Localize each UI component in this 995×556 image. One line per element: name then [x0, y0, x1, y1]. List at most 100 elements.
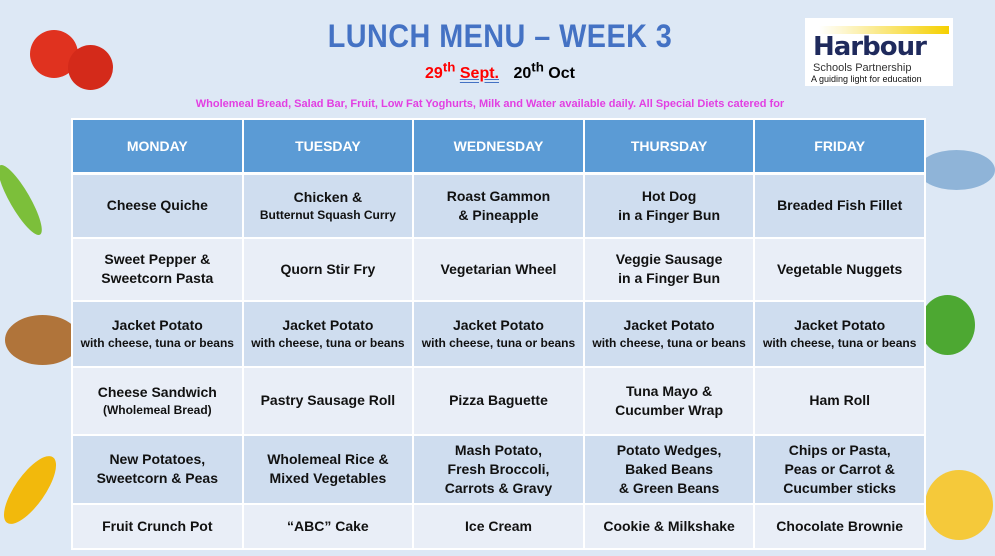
menu-item-line: in a Finger Bun: [618, 270, 721, 286]
end-day: 20: [513, 65, 532, 83]
menu-item-line: Veggie Sausage: [615, 251, 723, 267]
date-range: 29th Sept. 20th Oct: [380, 60, 620, 83]
day-header-thursday: THURSDAY: [582, 118, 756, 175]
menu-item-line: with cheese, tuna or beans: [80, 336, 234, 350]
menu-item-line: Roast Gammon: [446, 187, 551, 204]
pasta-image: [925, 470, 993, 540]
menu-item-line: (Wholemeal Bread): [102, 403, 212, 417]
menu-item-line: Cucumber sticks: [783, 479, 897, 496]
day-header-wednesday: WEDNESDAY: [412, 118, 585, 175]
menu-item-line: Chocolate Brownie: [776, 517, 904, 534]
menu-item-line: Chips or Pasta,: [788, 441, 891, 458]
menu-item-line: Mixed Vegetables: [269, 470, 387, 486]
menu-item-line: Sweetcorn Pasta: [101, 270, 214, 286]
menu-item-line: Sweetcorn & Peas: [96, 470, 218, 486]
menu-cell: Jacket Potato with cheese, tuna or beans: [71, 299, 244, 368]
menu-item-line: Vegetarian Wheel: [440, 260, 557, 277]
menu-item-line: Pizza Baguette: [449, 392, 548, 408]
page-title: LUNCH MENU – WEEK 3: [327, 18, 673, 54]
menu-cell: Pastry Sausage Roll: [241, 365, 415, 436]
menu-cell: Jacket Potato with cheese, tuna or beans: [241, 299, 415, 368]
menu-cell: Cheese Sandwich (Wholemeal Bread): [71, 365, 244, 436]
menu-item-line: Jacket Potato: [282, 317, 374, 333]
menu-cell: Sweet Pepper & Sweetcorn Pasta: [71, 236, 244, 302]
menu-cell: Veggie Sausage in a Finger Bun: [582, 236, 756, 302]
lighthouse-beam: [819, 26, 949, 34]
menu-row: Jacket Potato with cheese, tuna or beans J…: [71, 299, 926, 368]
menu-item-line: Sweet Pepper &: [104, 251, 211, 267]
day-header-row: MONDAY TUESDAY WEDNESDAY THURSDAY FRIDAY: [71, 118, 926, 175]
menu-cell: Wholemeal Rice & Mixed Vegetables: [241, 433, 415, 505]
menu-item-line: Baked Beans: [625, 460, 714, 477]
menu-row: Cheese Quiche Chicken & Butternut Squash C…: [71, 172, 926, 239]
peas-image: [0, 160, 49, 240]
menu-item-line: Tuna Mayo &: [626, 382, 713, 399]
menu-row: Cheese Sandwich (Wholemeal Bread) Pastry S…: [71, 365, 926, 436]
menu-item-line: Fruit Crunch Pot: [102, 517, 213, 534]
jacket-potato-image: [5, 315, 80, 365]
menu-cell: Fruit Crunch Pot: [71, 502, 244, 550]
menu-item-line: with cheese, tuna or beans: [592, 336, 746, 350]
menu-table: MONDAY TUESDAY WEDNESDAY THURSDAY FRIDAY Che…: [71, 118, 926, 550]
day-header-monday: MONDAY: [71, 118, 244, 175]
menu-item-line: Jacket Potato: [794, 317, 886, 333]
menu-item-line: Peas or Carrot &: [784, 460, 895, 477]
menu-item-line: with cheese, tuna or beans: [421, 336, 576, 350]
menu-item-line: Ice Cream: [465, 517, 532, 534]
menu-item-line: Jacket Potato: [452, 317, 544, 333]
menu-cell: Vegetarian Wheel: [412, 236, 585, 302]
menu-cell: Cheese Quiche: [71, 172, 244, 239]
end-month: Oct: [548, 65, 575, 83]
menu-item-line: with cheese, tuna or beans: [251, 336, 405, 350]
menu-item-line: Quorn Stir Fry: [280, 260, 376, 277]
menu-item-line: Carrots & Gravy: [444, 479, 553, 496]
menu-cell: Quorn Stir Fry: [241, 236, 415, 302]
menu-item-line: in a Finger Bun: [618, 206, 721, 223]
menu-cell: Jacket Potato with cheese, tuna or beans: [412, 299, 585, 368]
start-sup: th: [442, 60, 456, 75]
menu-cell: Tuna Mayo & Cucumber Wrap: [582, 365, 756, 436]
menu-cell: Chips or Pasta, Peas or Carrot & Cucumber …: [753, 433, 926, 505]
menu-cell: Chicken & Butternut Squash Curry: [241, 172, 415, 239]
start-month: Sept.: [459, 65, 499, 83]
menu-item-line: Potato Wedges,: [616, 441, 722, 458]
menu-cell: Jacket Potato with cheese, tuna or beans: [753, 299, 926, 368]
menu-cell: Breaded Fish Fillet: [753, 172, 926, 239]
menu-item-line: & Pineapple: [458, 206, 539, 223]
menu-cell: Pizza Baguette: [412, 365, 585, 436]
menu-item-line: Jacket Potato: [111, 317, 203, 333]
menu-item-line: “ABC” Cake: [287, 517, 369, 534]
menu-cell: Vegetable Nuggets: [753, 236, 926, 302]
menu-item-line: Cheese Quiche: [106, 197, 208, 214]
menu-item-line: Fresh Broccoli,: [447, 460, 550, 477]
menu-item-line: with cheese, tuna or beans: [763, 336, 917, 350]
logo-name: Harbour: [813, 32, 927, 62]
menu-row: New Potatoes, Sweetcorn & Peas Wholemeal R…: [71, 433, 926, 505]
menu-item-line: Breaded Fish Fillet: [777, 197, 903, 214]
menu-cell: Cookie & Milkshake: [582, 502, 756, 550]
menu-cell: “ABC” Cake: [241, 502, 415, 550]
menu-item-line: Chicken &: [293, 189, 363, 206]
menu-cell: Chocolate Brownie: [753, 502, 926, 550]
menu-item-line: Cucumber Wrap: [615, 401, 724, 418]
start-day: 29: [425, 65, 443, 83]
broccoli-image: [920, 295, 975, 355]
menu-item-line: Jacket Potato: [623, 317, 715, 333]
menu-item-line: Hot Dog: [641, 187, 697, 204]
fish-image: [918, 150, 995, 190]
logo-line1: Schools Partnership: [813, 62, 912, 74]
menu-cell: Ice Cream: [412, 502, 585, 550]
menu-row: Sweet Pepper & Sweetcorn Pasta Quorn Stir …: [71, 236, 926, 302]
menu-cell: Jacket Potato with cheese, tuna or beans: [582, 299, 756, 368]
menu-item-line: Vegetable Nuggets: [777, 260, 903, 277]
menu-item-line: Wholemeal Rice &: [267, 451, 389, 467]
menu-item-line: New Potatoes,: [109, 451, 206, 467]
menu-cell: New Potatoes, Sweetcorn & Peas: [71, 433, 244, 505]
menu-item-line: Butternut Squash Curry: [259, 208, 396, 223]
menu-cell: Hot Dog in a Finger Bun: [582, 172, 756, 239]
menu-item-line: Cheese Sandwich: [97, 384, 217, 400]
corn-image: [0, 448, 66, 532]
menu-item-line: Ham Roll: [809, 392, 871, 408]
menu-row: Fruit Crunch Pot “ABC” Cake Ice Cream Cooki…: [71, 502, 926, 550]
menu-item-line: Mash Potato,: [454, 441, 543, 458]
